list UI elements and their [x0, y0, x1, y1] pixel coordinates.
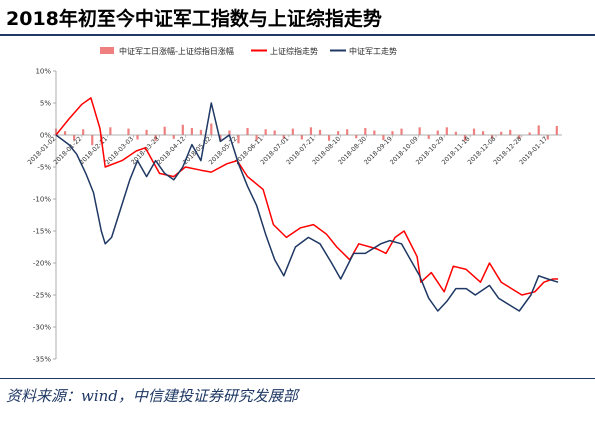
diff-bar [82, 129, 85, 135]
y-tick-label: -30% [33, 324, 51, 332]
chart-title: 2018年初至今中证军工指数与上证综指走势 [6, 8, 382, 30]
diff-bar [528, 132, 531, 135]
diff-bar [364, 127, 367, 135]
source-note: 资料来源：wind，中信建投证券研究发展部 [6, 387, 298, 405]
line-chart: 中证军工日涨幅-上证综指日涨幅 上证综指走势 中证军工走势 10% 5% 0% -5% -1… [27, 46, 562, 364]
diff-bar [246, 127, 249, 135]
y-tick-label: -5% [37, 164, 51, 172]
diff-bar [255, 135, 258, 141]
diff-bar [472, 128, 476, 135]
diff-bar [136, 135, 139, 140]
diff-bar [219, 135, 222, 141]
diff-bar [63, 131, 67, 135]
diff-bar [500, 131, 503, 135]
axes: 10%5%0%-5%-10%-15%-20%-25%-30%-35%2018-0… [27, 68, 562, 364]
diff-bar [427, 135, 430, 139]
diff-bar [491, 135, 494, 139]
legend-label: 中证军工日涨幅-上证综指日涨幅 [119, 46, 234, 56]
diff-bar [91, 135, 94, 146]
diff-bar [318, 129, 322, 135]
diff-bar [346, 129, 349, 135]
y-tick-label: 0% [40, 132, 51, 140]
diff-bar [181, 124, 184, 135]
diff-bar [537, 125, 540, 135]
diff-bar [190, 127, 193, 135]
y-tick-label: -15% [33, 228, 51, 236]
diff-bar [127, 128, 130, 135]
diff-bar [391, 131, 394, 135]
diff-bar [210, 123, 213, 135]
y-tick-label: -20% [33, 260, 51, 268]
diff-bar [355, 135, 358, 139]
y-tick-label: 10% [35, 68, 51, 76]
diff-bar [463, 135, 467, 141]
title-divider [0, 34, 595, 36]
legend-label: 上证综指走势 [270, 46, 318, 56]
sse-index-line [55, 97, 559, 296]
diff-bar [555, 126, 558, 135]
diff-bar [327, 135, 331, 141]
diff-bar [291, 128, 294, 135]
y-tick-label: -25% [33, 292, 51, 300]
diff-bar [445, 127, 448, 135]
diff-bar [237, 135, 240, 144]
diff-bar [509, 129, 512, 135]
diff-bar [264, 129, 267, 135]
diff-bar [418, 127, 421, 135]
diff-bar [109, 127, 112, 135]
diff-bar [172, 135, 175, 139]
legend-swatch-bar [100, 47, 114, 54]
source-divider [0, 378, 595, 379]
diff-bar [282, 135, 285, 139]
y-tick-label: -10% [33, 196, 51, 204]
diff-bar [337, 131, 340, 135]
diff-bar [199, 129, 203, 135]
diff-bar [300, 135, 303, 140]
diff-bar [73, 135, 76, 141]
csi-defense-line [55, 102, 559, 312]
legend-label: 中证军工走势 [349, 46, 397, 56]
diff-bar [309, 127, 313, 135]
diff-bar [154, 135, 157, 141]
diff-bar [518, 135, 521, 139]
diff-bar [163, 126, 166, 135]
legend: 中证军工日涨幅-上证综指日涨幅 上证综指走势 中证军工走势 [100, 46, 397, 56]
diff-bar [382, 135, 385, 141]
diff-bar [145, 129, 148, 135]
diff-bar [373, 130, 376, 135]
diff-bar [273, 130, 276, 135]
y-tick-label: 5% [40, 100, 51, 108]
diff-bar [400, 128, 403, 135]
diff-bar [228, 130, 231, 135]
daily-diff-bars [54, 123, 558, 146]
series-lines [55, 97, 559, 312]
diff-bar [481, 131, 485, 135]
y-tick-label: -35% [33, 356, 51, 364]
diff-bar [436, 130, 439, 135]
diff-bar [454, 131, 457, 135]
